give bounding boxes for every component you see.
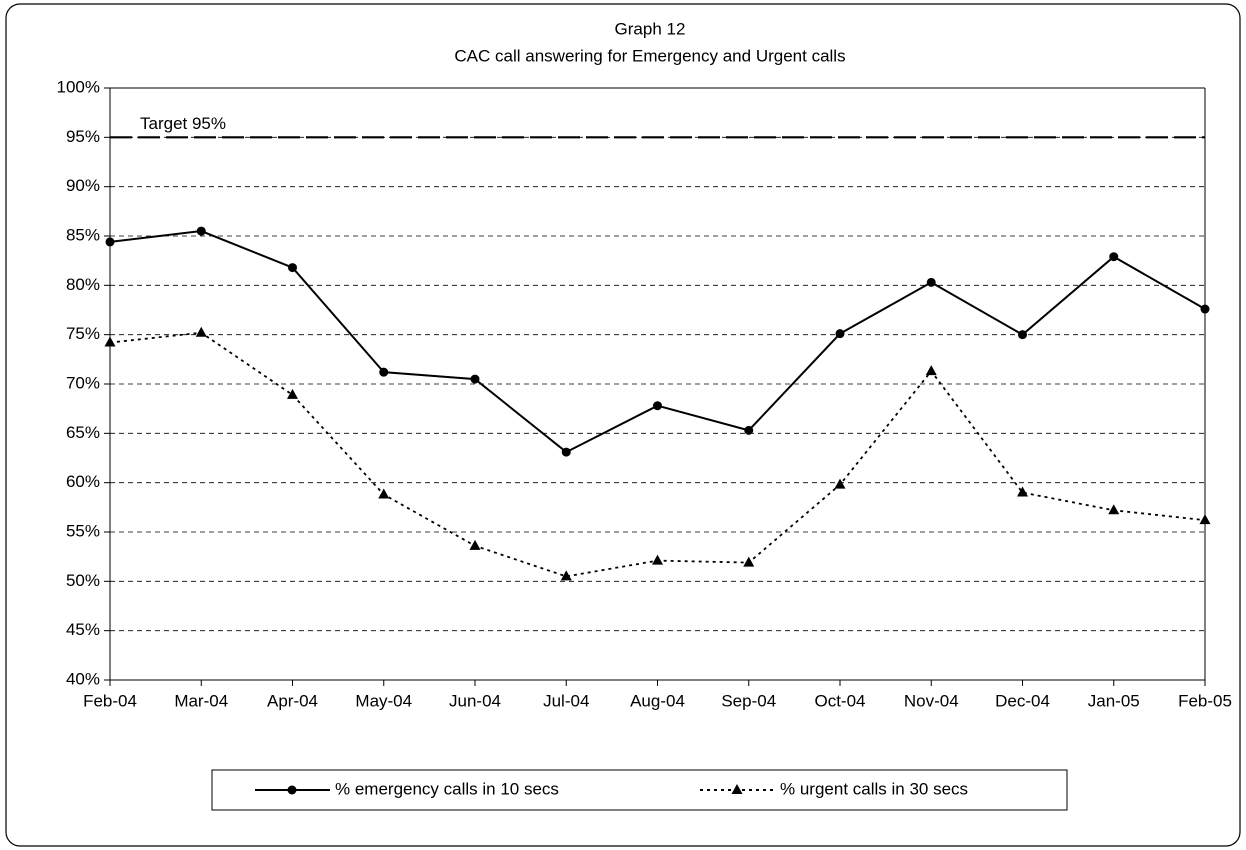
y-tick-label: 55% [66, 521, 100, 540]
annotation: Target 95% [140, 114, 226, 133]
x-tick-label: Mar-04 [174, 691, 228, 710]
y-tick-label: 60% [66, 472, 100, 491]
chart-border [5, 3, 1241, 847]
chart-subtitle: CAC call answering for Emergency and Urg… [454, 46, 845, 65]
point [470, 374, 480, 384]
x-tick-label: Nov-04 [904, 691, 959, 710]
y-tick-label: 40% [66, 669, 100, 688]
x-tick-label: Jun-04 [449, 691, 501, 710]
point [744, 425, 754, 435]
y-tick-label: 45% [66, 620, 100, 639]
point [287, 388, 298, 399]
y-tick-label: 80% [66, 275, 100, 294]
y-tick-label: 85% [66, 225, 100, 244]
point [561, 447, 571, 457]
x-tick-label: Aug-04 [630, 691, 685, 710]
point [287, 785, 297, 795]
x-tick-label: Feb-04 [83, 691, 137, 710]
point [1109, 252, 1119, 262]
y-tick-label: 70% [66, 373, 100, 392]
x-tick-label: Oct-04 [814, 691, 865, 710]
x-tick-label: Sep-04 [721, 691, 776, 710]
x-tick-label: Apr-04 [267, 691, 318, 710]
point [1199, 514, 1211, 525]
chart-title: Graph 12 [615, 19, 686, 38]
y-tick-label: 65% [66, 423, 100, 442]
x-tick-label: Jan-05 [1088, 691, 1140, 710]
point [731, 784, 743, 794]
point [743, 556, 755, 567]
x-tick-label: May-04 [355, 691, 412, 710]
point [925, 365, 937, 376]
point [196, 226, 206, 236]
x-tick-label: Dec-04 [995, 691, 1050, 710]
point [104, 336, 116, 347]
point [1200, 304, 1210, 314]
point [926, 277, 936, 287]
point [1017, 486, 1028, 497]
point [379, 367, 389, 377]
point [652, 554, 663, 565]
point [1108, 504, 1120, 515]
point [1018, 330, 1027, 340]
point [469, 539, 481, 550]
point [834, 478, 846, 489]
legend-label: % urgent calls in 30 secs [780, 779, 968, 798]
point [195, 326, 207, 337]
legend-label: % emergency calls in 10 secs [335, 779, 559, 798]
point [835, 329, 845, 339]
point [560, 570, 572, 581]
y-tick-label: 90% [66, 176, 100, 195]
y-tick-label: 95% [66, 127, 100, 146]
x-tick-label: Feb-05 [1178, 691, 1232, 710]
point [288, 263, 297, 273]
y-tick-label: 100% [57, 77, 100, 96]
x-tick-label: Jul-04 [543, 691, 589, 710]
legend-box [211, 769, 1068, 811]
point [378, 488, 390, 499]
y-tick-label: 75% [66, 324, 100, 343]
point [653, 401, 662, 411]
y-tick-label: 50% [66, 571, 100, 590]
point [105, 237, 115, 247]
